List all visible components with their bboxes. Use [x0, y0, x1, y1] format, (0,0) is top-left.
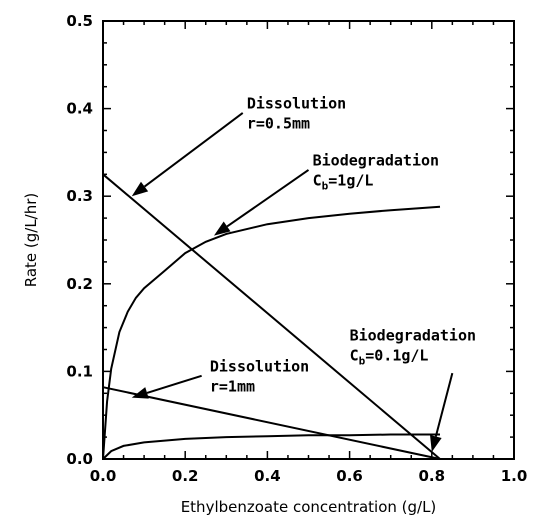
y-tick-label: 0.2 [66, 275, 93, 293]
annotation-arrow [146, 374, 202, 394]
series-line [102, 205, 441, 460]
annotation-label: Dissolution [247, 95, 346, 113]
annotation-label: r=1mm [210, 377, 255, 395]
series-line [102, 173, 441, 460]
arrow-head [131, 387, 149, 399]
annotation-symbol: C [313, 172, 322, 190]
arrow-head [213, 221, 231, 236]
curves-layer [102, 173, 441, 460]
x-axis-title: Ethylbenzoate concentration (g/L) [181, 498, 437, 516]
y-tick-label: 0.4 [66, 100, 93, 118]
arrow-head [430, 434, 442, 452]
x-tick-label: 0.8 [419, 467, 446, 485]
x-tick-label: 0.4 [254, 467, 281, 485]
annotation-arrow [226, 169, 310, 228]
annotation-label: Dissolution [210, 357, 309, 375]
ticks-layer: 0.0 0.2 0.4 0.6 0.8 1.0 0.0 0.1 0.2 0.3 0.4 0.5 [66, 12, 527, 485]
annotations-layer: Dissolutionr=0.5mmBiodegradationCb=1g/LB… [131, 95, 476, 452]
annotation-label: Biodegradation [313, 152, 439, 170]
annotation-subscript: b [359, 355, 366, 368]
annotation-arrow [434, 372, 454, 437]
annotation-symbol: C [350, 347, 359, 365]
annotation-value: =1g/L [328, 172, 373, 190]
y-tick-label: 0.5 [66, 12, 93, 30]
annotation-label: Cb=1g/L [313, 172, 374, 193]
plot-frame [102, 20, 515, 460]
y-tick-label: 0.0 [66, 450, 93, 468]
x-tick-label: 0.2 [172, 467, 199, 485]
annotation-label: Cb=0.1g/L [350, 347, 429, 368]
x-tick-label: 0.0 [90, 467, 117, 485]
arrow-head [131, 181, 149, 197]
y-tick-label: 0.3 [66, 187, 93, 205]
series-line [102, 386, 441, 460]
annotation-label: Biodegradation [350, 327, 476, 345]
series-line [102, 433, 440, 460]
annotation-label: r=0.5mm [247, 115, 310, 133]
y-tick-label: 0.1 [66, 362, 93, 380]
x-tick-label: 1.0 [501, 467, 528, 485]
y-axis-title: Rate (g/L/hr) [22, 193, 40, 288]
annotation-value: =0.1g/L [365, 347, 428, 365]
annotation-subscript: b [322, 180, 329, 193]
x-tick-label: 0.6 [336, 467, 363, 485]
annotation-arrow [143, 112, 244, 188]
